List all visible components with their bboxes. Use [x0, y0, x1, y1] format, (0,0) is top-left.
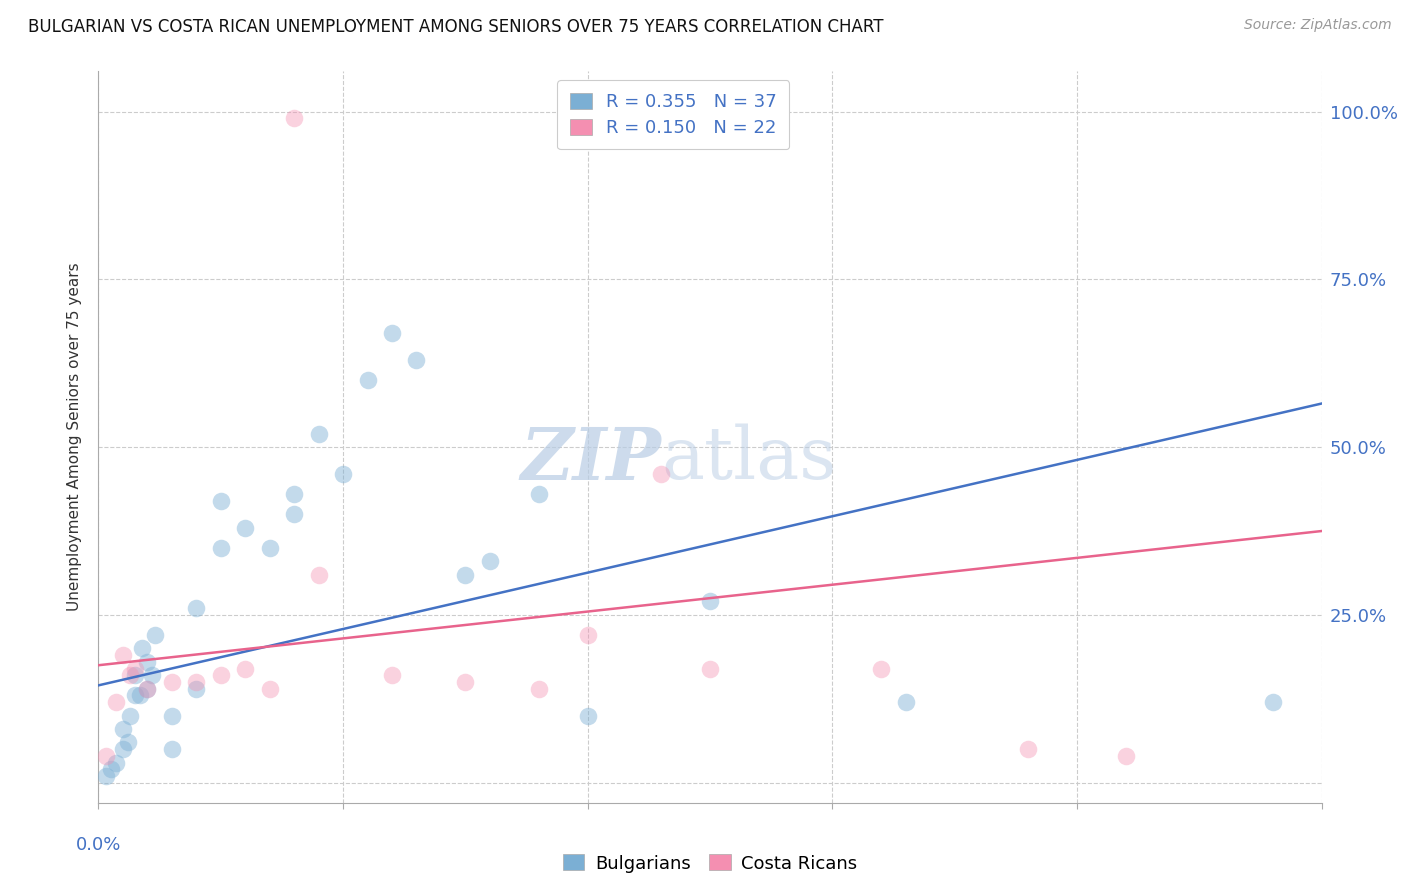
Point: [283, 487, 305, 501]
Point: [104, 695, 127, 709]
Point: [478, 554, 501, 568]
Point: [576, 628, 599, 642]
Point: [111, 742, 134, 756]
Point: [527, 681, 550, 696]
Point: [136, 681, 159, 696]
Point: [209, 493, 232, 508]
Point: [186, 675, 208, 690]
Point: [100, 762, 122, 776]
Point: [527, 487, 550, 501]
Y-axis label: Unemployment Among Seniors over 75 years: Unemployment Among Seniors over 75 years: [67, 263, 83, 611]
Point: [160, 742, 183, 756]
Point: [94, 769, 117, 783]
Point: [308, 426, 330, 441]
Point: [160, 675, 183, 690]
Point: [233, 662, 256, 676]
Point: [1261, 695, 1284, 709]
Point: [124, 662, 146, 676]
Point: [136, 681, 159, 696]
Point: [356, 373, 378, 387]
Point: [209, 541, 232, 555]
Point: [259, 681, 281, 696]
Point: [209, 668, 232, 682]
Text: ZIP: ZIP: [520, 424, 661, 494]
Point: [870, 662, 893, 676]
Point: [381, 668, 404, 682]
Point: [124, 689, 146, 703]
Point: [332, 467, 354, 481]
Point: [111, 722, 134, 736]
Point: [259, 541, 281, 555]
Text: 0.0%: 0.0%: [76, 836, 121, 854]
Point: [141, 668, 163, 682]
Point: [283, 508, 305, 522]
Point: [94, 748, 117, 763]
Point: [117, 735, 139, 749]
Point: [136, 655, 159, 669]
Point: [650, 467, 672, 481]
Text: BULGARIAN VS COSTA RICAN UNEMPLOYMENT AMONG SENIORS OVER 75 YEARS CORRELATION CH: BULGARIAN VS COSTA RICAN UNEMPLOYMENT AM…: [28, 18, 883, 36]
Legend: Bulgarians, Costa Ricans: Bulgarians, Costa Ricans: [554, 846, 866, 881]
Point: [454, 567, 477, 582]
Point: [111, 648, 134, 662]
Point: [186, 681, 208, 696]
Point: [129, 689, 152, 703]
Point: [699, 662, 721, 676]
Point: [1017, 742, 1039, 756]
Point: [124, 668, 146, 682]
Text: atlas: atlas: [661, 424, 837, 494]
Point: [120, 708, 142, 723]
Point: [699, 594, 721, 608]
Point: [104, 756, 127, 770]
Point: [186, 601, 208, 615]
Point: [454, 675, 477, 690]
Point: [308, 567, 330, 582]
Point: [1115, 748, 1137, 763]
Text: Source: ZipAtlas.com: Source: ZipAtlas.com: [1244, 18, 1392, 32]
Point: [894, 695, 917, 709]
Point: [233, 521, 256, 535]
Point: [120, 668, 142, 682]
Point: [405, 352, 427, 367]
Point: [160, 708, 183, 723]
Point: [576, 708, 599, 723]
Point: [381, 326, 404, 340]
Point: [283, 112, 305, 126]
Point: [143, 628, 166, 642]
Point: [131, 641, 153, 656]
